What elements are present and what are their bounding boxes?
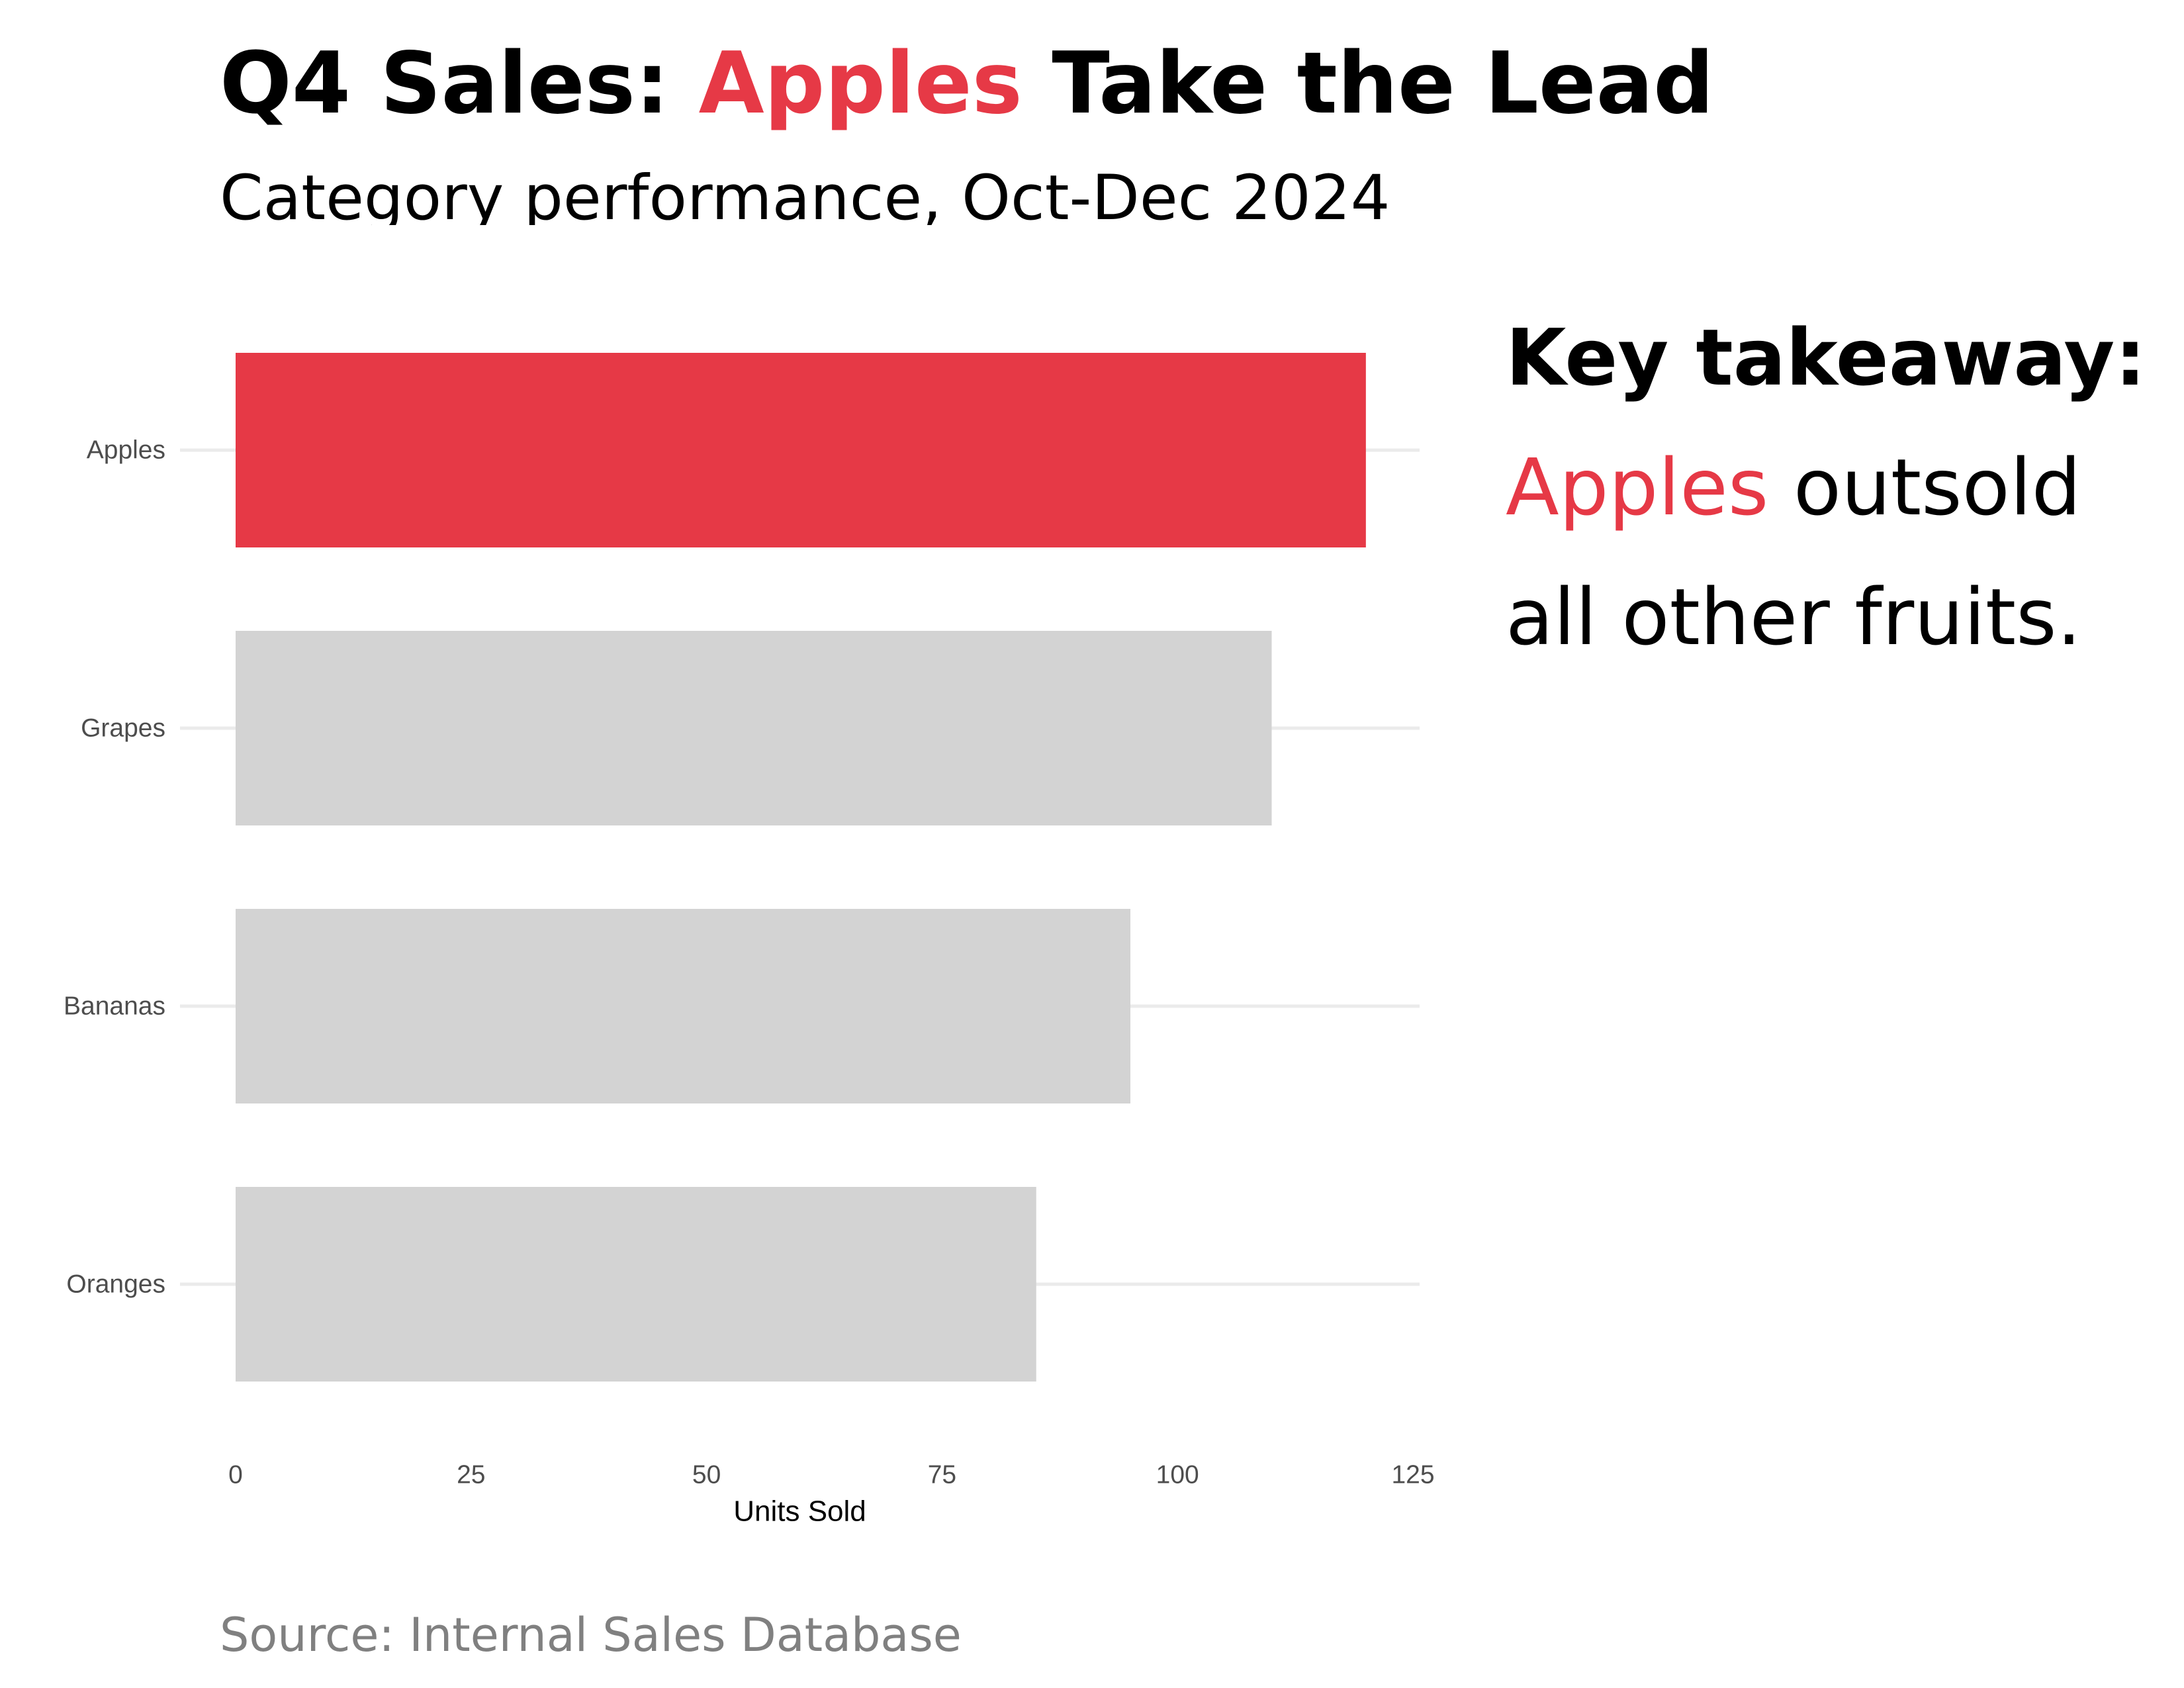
x-tick-label-25: 25 — [457, 1461, 485, 1489]
takeaway-line1-rest: outsold — [1768, 442, 2081, 533]
takeaway-heading: Key takeaway: — [1506, 312, 2146, 403]
bar-apples — [236, 353, 1366, 547]
source-note: Source: Internal Sales Database — [220, 1608, 962, 1662]
chart-subtitle: Category performance, Oct-Dec 2024 — [220, 162, 1390, 225]
title-suffix: Take the Lead — [1022, 34, 1714, 133]
takeaway-line2: all other fruits. — [1506, 571, 2082, 663]
bar-grapes — [236, 631, 1272, 825]
takeaway-highlight: Apples — [1506, 442, 1769, 533]
title-highlight: Apples — [698, 34, 1023, 133]
x-tick-label-100: 100 — [1156, 1461, 1199, 1489]
title-prefix: Q4 Sales: — [220, 34, 699, 133]
bar-oranges — [236, 1187, 1036, 1382]
x-axis-label: Units Sold — [733, 1495, 866, 1528]
y-tick-label-oranges: Oranges — [66, 1270, 165, 1299]
x-tick-label-125: 125 — [1391, 1461, 1434, 1489]
bar-bananas — [236, 909, 1131, 1103]
key-takeaway: Key takeaway: Apples outsold all other f… — [1506, 293, 2167, 682]
y-tick-label-bananas: Bananas — [64, 992, 165, 1021]
x-tick-label-75: 75 — [928, 1461, 956, 1489]
x-tick-label-0: 0 — [228, 1461, 243, 1489]
y-tick-label-grapes: Grapes — [81, 714, 165, 743]
x-tick-label-50: 50 — [692, 1461, 721, 1489]
y-tick-label-apples: Apples — [87, 436, 165, 465]
chart-title: Q4 Sales: Apples Take the Lead — [220, 28, 1714, 140]
